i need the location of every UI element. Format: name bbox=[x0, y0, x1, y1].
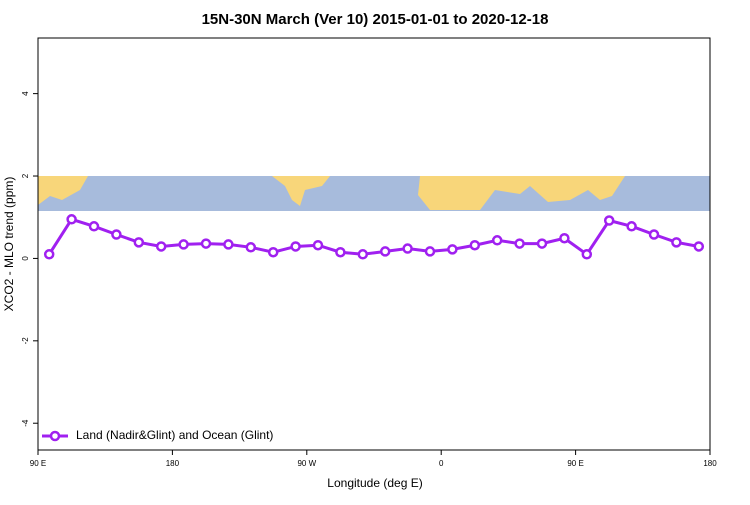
point bbox=[245, 242, 257, 253]
point bbox=[200, 238, 212, 249]
point bbox=[491, 235, 503, 246]
point bbox=[581, 249, 593, 260]
point bbox=[648, 229, 660, 240]
point bbox=[267, 246, 279, 258]
point bbox=[379, 246, 391, 257]
point bbox=[671, 237, 682, 248]
x-tick-label: 90 W bbox=[297, 459, 316, 468]
legend-marker bbox=[49, 430, 61, 442]
y-tick-label: -2 bbox=[21, 337, 30, 345]
point bbox=[469, 239, 481, 251]
point bbox=[402, 243, 413, 254]
point bbox=[312, 239, 324, 251]
point bbox=[447, 244, 458, 255]
point bbox=[133, 237, 145, 248]
y-tick-label: 4 bbox=[21, 91, 30, 96]
point bbox=[66, 214, 77, 225]
y-tick-label: -4 bbox=[21, 419, 30, 427]
x-tick-label: 0 bbox=[439, 459, 444, 468]
point bbox=[514, 238, 525, 249]
point bbox=[88, 221, 100, 232]
point bbox=[357, 249, 369, 260]
point bbox=[111, 229, 122, 240]
point bbox=[603, 215, 615, 226]
point bbox=[335, 246, 346, 258]
point bbox=[693, 241, 705, 252]
legend-label: Land (Nadir&Glint) and Ocean (Glint) bbox=[76, 428, 273, 442]
x-tick-label: 180 bbox=[703, 459, 717, 468]
y-tick-label: 0 bbox=[21, 256, 30, 261]
y-tick-label: 2 bbox=[21, 173, 30, 178]
point bbox=[424, 246, 436, 257]
x-tick-label: 180 bbox=[166, 459, 180, 468]
point bbox=[43, 249, 55, 260]
point bbox=[559, 232, 570, 244]
map-strip bbox=[38, 176, 710, 211]
line bbox=[47, 217, 700, 257]
point bbox=[626, 221, 637, 232]
plot-frame bbox=[37, 37, 711, 451]
chart-title: 15N-30N March (Ver 10) 2015-01-01 to 202… bbox=[202, 11, 549, 28]
point bbox=[290, 241, 301, 252]
point bbox=[155, 241, 167, 252]
point bbox=[178, 239, 189, 250]
x-tick-label: 90 E bbox=[30, 459, 46, 468]
point bbox=[223, 239, 234, 250]
point bbox=[536, 238, 548, 249]
x-tick-label: 90 E bbox=[567, 459, 583, 468]
x-axis-label: Longitude (deg E) bbox=[327, 476, 422, 490]
y-axis-label: XCO2 - MLO trend (ppm) bbox=[2, 177, 16, 312]
